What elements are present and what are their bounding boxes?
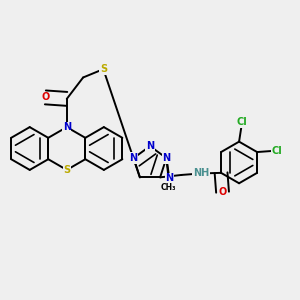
Text: N: N [165,173,173,183]
Text: NH: NH [193,169,209,178]
Text: S: S [63,165,70,175]
Text: CH₃: CH₃ [161,183,176,192]
Text: O: O [218,187,227,197]
Text: Cl: Cl [237,117,248,127]
Text: N: N [130,153,138,163]
Text: S: S [100,64,107,74]
Text: Cl: Cl [272,146,283,156]
Text: O: O [41,92,50,102]
Text: N: N [146,141,154,151]
Text: N: N [63,122,71,132]
Text: N: N [162,153,170,163]
Text: N: N [162,153,170,163]
